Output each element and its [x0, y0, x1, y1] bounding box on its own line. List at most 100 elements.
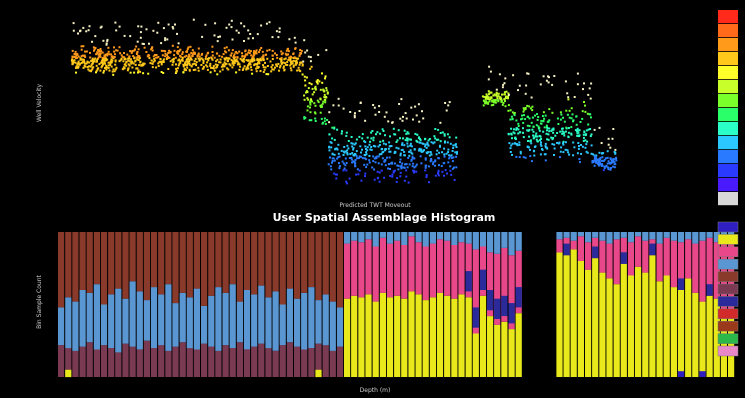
- scatter-point: [181, 53, 184, 55]
- scatter-point: [590, 116, 592, 119]
- histogram-bar-segment: [451, 298, 458, 377]
- scatter-point: [197, 66, 200, 69]
- scatter-point: [80, 48, 83, 51]
- scatter-point: [348, 177, 351, 180]
- scatter-point: [344, 164, 347, 167]
- histogram-bar-segment: [329, 350, 336, 377]
- scatter-point: [83, 64, 86, 67]
- scatter-point: [542, 111, 545, 114]
- scatter-point: [533, 136, 536, 139]
- scatter-point: [378, 180, 381, 183]
- scatter-point: [99, 55, 102, 58]
- scatter-point: [238, 68, 241, 71]
- histogram-bar-segment: [386, 297, 394, 378]
- scatter-point: [306, 97, 309, 100]
- scatter-point: [84, 50, 86, 53]
- scatter-point: [318, 80, 321, 83]
- scatter-point: [164, 50, 167, 53]
- histogram-x-axis-label: Depth (m): [360, 387, 391, 394]
- scatter-point: [503, 91, 506, 94]
- scatter-point: [99, 26, 102, 29]
- scatter-point: [225, 26, 228, 29]
- scatter-point: [345, 169, 348, 172]
- scatter-point: [206, 68, 209, 71]
- scatter-point: [82, 66, 85, 69]
- scatter-point: [95, 53, 98, 56]
- histogram-bar-segment: [322, 294, 329, 346]
- scatter-point: [139, 31, 142, 34]
- scatter-point: [114, 63, 117, 66]
- scatter-point: [285, 54, 288, 57]
- scatter-point: [591, 153, 594, 156]
- legend-swatch: [717, 258, 739, 270]
- scatter-point: [314, 112, 317, 115]
- scatter-point: [79, 57, 82, 60]
- scatter-point: [396, 177, 399, 180]
- scatter-point: [422, 117, 425, 120]
- scatter-point: [490, 104, 493, 107]
- scatter-point: [396, 164, 399, 167]
- histogram-bar-segment: [58, 232, 65, 308]
- scatter-point: [517, 89, 519, 92]
- scatter-point: [511, 111, 514, 114]
- scatter-point: [378, 171, 381, 174]
- scatter-point: [556, 132, 559, 134]
- scatter-point: [423, 149, 425, 152]
- colorbar-swatch: [718, 52, 738, 66]
- scatter-point: [119, 52, 122, 55]
- scatter-point: [399, 161, 401, 164]
- scatter-point: [95, 64, 98, 67]
- scatter-point: [213, 69, 216, 72]
- scatter-point: [276, 56, 279, 59]
- scatter-point: [80, 55, 83, 58]
- scatter-point: [528, 105, 531, 108]
- scatter-point: [97, 56, 100, 59]
- scatter-point: [185, 50, 188, 53]
- histogram-bar-segment: [699, 371, 706, 377]
- scatter-point: [482, 104, 485, 107]
- scatter-point: [382, 130, 385, 132]
- scatter-point: [325, 87, 328, 90]
- histogram-bar-segment: [379, 292, 386, 377]
- scatter-point: [271, 58, 274, 60]
- histogram-bar-segment: [458, 232, 465, 243]
- scatter-point: [236, 52, 239, 55]
- histogram-bar-segment: [585, 232, 592, 243]
- scatter-point: [134, 59, 137, 62]
- scatter-point: [430, 141, 433, 144]
- histogram-bar-segment: [613, 232, 620, 240]
- scatter-point: [343, 167, 346, 170]
- scatter-point: [560, 113, 563, 116]
- histogram-bar-segment: [265, 348, 272, 377]
- scatter-point: [106, 52, 109, 55]
- scatter-point: [245, 53, 248, 56]
- scatter-point: [230, 19, 233, 22]
- histogram-bar-segment: [179, 342, 186, 377]
- histogram-bar-segment: [136, 232, 143, 292]
- scatter-point: [544, 153, 547, 156]
- scatter-point: [201, 58, 204, 61]
- scatter-point: [507, 93, 510, 96]
- scatter-point: [139, 36, 142, 39]
- scatter-point: [610, 162, 613, 164]
- scatter-point: [123, 52, 125, 54]
- scatter-point: [334, 173, 337, 176]
- scatter-point: [524, 156, 527, 159]
- scatter-point: [595, 154, 598, 157]
- scatter-point: [600, 142, 603, 144]
- histogram-bar-segment: [286, 288, 293, 343]
- scatter-point: [589, 97, 592, 100]
- scatter-point: [522, 136, 525, 139]
- histogram-bar-segment: [472, 307, 479, 328]
- scatter-point: [235, 29, 238, 32]
- scatter-point: [150, 59, 153, 62]
- scatter-point: [211, 58, 214, 61]
- histogram-bar-segment: [487, 232, 494, 253]
- histogram-bar-segment: [136, 349, 143, 377]
- scatter-point: [427, 165, 430, 168]
- scatter-point: [427, 144, 430, 147]
- scatter-point: [252, 52, 255, 54]
- scatter-point: [186, 48, 189, 51]
- scatter-point: [504, 77, 507, 80]
